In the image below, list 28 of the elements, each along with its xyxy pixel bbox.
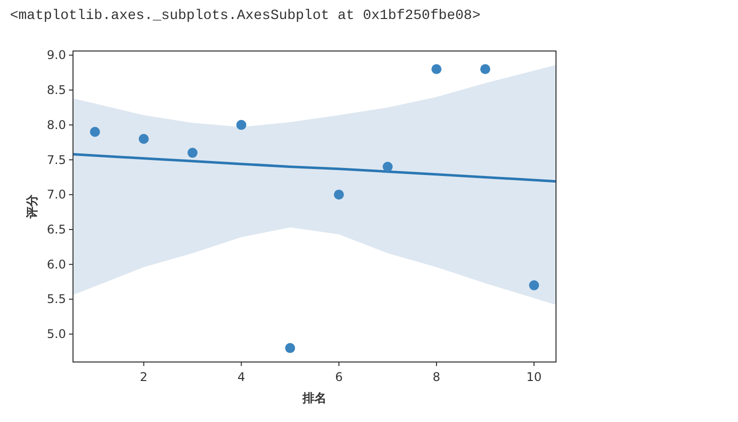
line-series bbox=[73, 152, 556, 183]
point bbox=[529, 280, 540, 290]
x-axis-title: 排名 bbox=[302, 391, 326, 405]
point bbox=[236, 120, 246, 130]
y-tick-label: 7.5 bbox=[46, 152, 66, 167]
y-tick-label: 7.0 bbox=[46, 188, 66, 202]
y-tick-label: 9.0 bbox=[46, 48, 66, 62]
x-tick-label: 8 bbox=[432, 370, 440, 384]
y-tick-label: 8.5 bbox=[46, 83, 66, 98]
y-tick-label: 8.0 bbox=[46, 118, 66, 132]
x-tick-label: 2 bbox=[140, 370, 148, 384]
point bbox=[480, 64, 490, 74]
y-tick-label: 5.0 bbox=[46, 327, 66, 342]
x-tick-label: 4 bbox=[238, 370, 246, 384]
x-tick-label: 6 bbox=[335, 370, 343, 384]
point bbox=[188, 148, 198, 158]
point bbox=[285, 343, 296, 354]
y-tick-label: 6.5 bbox=[46, 222, 66, 237]
y-tick-label: 6.0 bbox=[46, 257, 66, 272]
point bbox=[431, 64, 442, 74]
x-tick-label: 10 bbox=[526, 370, 542, 384]
y-tick-label: 5.5 bbox=[46, 292, 66, 306]
point bbox=[90, 126, 100, 137]
y-axis-title: 评分 bbox=[25, 194, 39, 220]
point bbox=[334, 190, 344, 200]
point bbox=[382, 162, 393, 172]
point bbox=[138, 134, 149, 144]
text: <matplotlib.axes._subplots.AxesSubplot at 0x1bf250fbe08> bbox=[10, 8, 480, 24]
